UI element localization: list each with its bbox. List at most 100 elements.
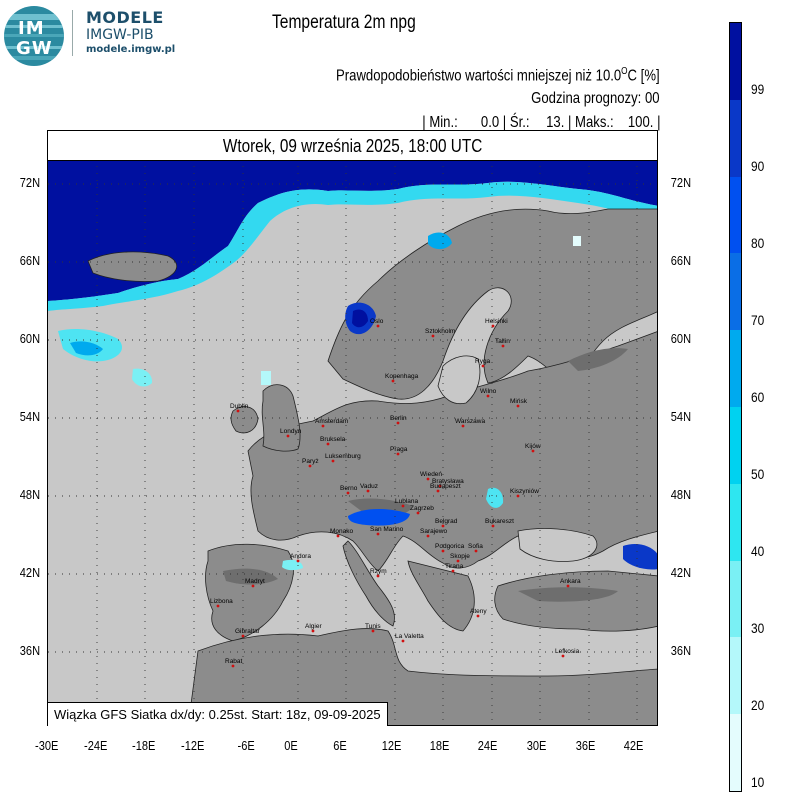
city-name: Madryt — [245, 578, 265, 585]
latitude-label-left: 42N — [19, 565, 41, 580]
city-marker: Podgorica — [435, 543, 465, 553]
longitude-label: -12E — [181, 738, 205, 753]
longitude-label: 24E — [477, 738, 498, 753]
colorbar-label: 80 — [751, 235, 765, 251]
city-dot — [441, 549, 445, 553]
logo-text-top: IM — [18, 18, 45, 39]
colorbar — [729, 22, 742, 792]
city-dot — [391, 379, 395, 383]
city-marker: Sztokholm — [425, 328, 455, 338]
city-dot — [431, 334, 435, 338]
city-name: Ateny — [470, 608, 487, 615]
city-marker: Monako — [330, 528, 354, 538]
city-marker: Warszawa — [455, 418, 485, 428]
stats-line: | Min.: 0.0 | Śr.: 13. | Maks.: 100. | — [422, 114, 660, 132]
latitude-label-left: 48N — [19, 487, 41, 502]
city-marker: San Marino — [370, 526, 404, 536]
city-name: Helsinki — [485, 318, 508, 325]
longitude-label: 18E — [429, 738, 450, 753]
caucasus-probability-patch — [623, 544, 657, 570]
city-marker: Berlin — [390, 415, 407, 425]
colorbar-segment — [730, 99, 741, 177]
latitude-label-right: 66N — [670, 253, 692, 268]
colorbar-segment — [730, 714, 741, 791]
colorbar-label: 90 — [751, 158, 765, 174]
city-name: Bratysława — [432, 478, 464, 485]
city-layer: Oslo Sztokholm Helsinki Tallin Ryga Wilno Mińs… — [210, 318, 581, 668]
forecast-hour: Godzina prognozy: 00 — [531, 90, 660, 107]
city-dot — [436, 489, 440, 493]
colorbar-label: 70 — [751, 312, 765, 328]
latitude-label-right: 60N — [670, 331, 692, 346]
city-name: Zagrzeb — [410, 505, 434, 512]
city-dot — [531, 449, 535, 453]
imgw-logo: IM GW — [4, 6, 64, 66]
city-marker: Lefkosia — [555, 648, 580, 658]
city-dot — [491, 324, 495, 328]
city-name: Rzym — [370, 568, 387, 575]
city-marker: Helsinki — [485, 318, 508, 328]
city-name: Lefkosia — [555, 648, 580, 655]
city-name: Andora — [290, 553, 311, 560]
colorbar-segment — [730, 330, 741, 407]
city-name: Berlin — [390, 415, 407, 422]
city-marker: Ateny — [470, 608, 487, 618]
city-dot — [426, 477, 430, 481]
alps-probability-patch — [348, 508, 410, 526]
city-dot — [326, 442, 330, 446]
city-marker: Mińsk — [510, 398, 528, 408]
forecast-date: Wtorek, 09 września 2025, 18:00 UTC — [222, 136, 483, 156]
city-marker: Rzym — [370, 568, 387, 578]
city-marker: Bruksela — [320, 436, 346, 446]
land-iberia — [205, 543, 294, 642]
city-name: Kiszyniów — [510, 488, 539, 495]
brand-subtitle: IMGW-PIB — [86, 27, 154, 43]
city-marker: Luksemburg — [325, 453, 361, 463]
city-name: Tirana — [445, 563, 464, 570]
colorbar-label: 20 — [751, 697, 765, 713]
stat-max-value: 100. — [627, 114, 653, 131]
colorbar-label: 50 — [751, 466, 765, 482]
city-marker: Kopenhaga — [385, 373, 419, 383]
city-name: Paryż — [302, 458, 319, 465]
land-ireland — [230, 406, 259, 434]
latitude-label-right: 48N — [670, 487, 692, 502]
city-dot — [321, 424, 325, 428]
city-name: Bruksela — [320, 436, 346, 443]
latitude-label-left: 72N — [19, 175, 41, 190]
logo-divider — [72, 10, 73, 56]
city-dot — [251, 584, 255, 588]
city-dot — [491, 524, 495, 528]
land-masses — [87, 208, 657, 725]
longitude-label: -30E — [35, 738, 59, 753]
city-marker: La Valetta — [395, 633, 424, 643]
norway-patch-core — [352, 309, 368, 328]
colorbar-label: 30 — [751, 620, 765, 636]
city-dot — [516, 404, 520, 408]
latitude-label-right: 42N — [670, 565, 692, 580]
city-marker: Kiszyniów — [510, 488, 539, 498]
subtitle-suffix: C [%] — [627, 67, 660, 85]
city-dot — [308, 464, 312, 468]
city-name: Praga — [390, 446, 408, 453]
latitude-label-left: 36N — [19, 643, 41, 658]
city-marker: Kijów — [525, 443, 541, 453]
city-name: Sarajewo — [420, 528, 447, 535]
stat-min-value: 0.0 — [480, 114, 499, 131]
city-marker: Lublana — [395, 498, 419, 508]
city-marker: Andora — [290, 553, 311, 563]
city-dot — [566, 584, 570, 588]
city-dot — [426, 534, 430, 538]
city-dot — [474, 549, 478, 553]
city-name: Bukareszt — [485, 518, 514, 525]
city-marker: Vaduz — [360, 483, 378, 493]
city-name: Belgrad — [435, 518, 458, 525]
colorbar-segment — [730, 253, 741, 331]
city-name: Berno — [340, 485, 358, 492]
latitude-label-left: 66N — [19, 253, 41, 268]
city-dot — [476, 614, 480, 618]
city-dot — [376, 532, 380, 536]
city-marker: Tunis — [365, 623, 381, 633]
city-dot — [346, 491, 350, 495]
colorbar-segment — [730, 23, 741, 100]
